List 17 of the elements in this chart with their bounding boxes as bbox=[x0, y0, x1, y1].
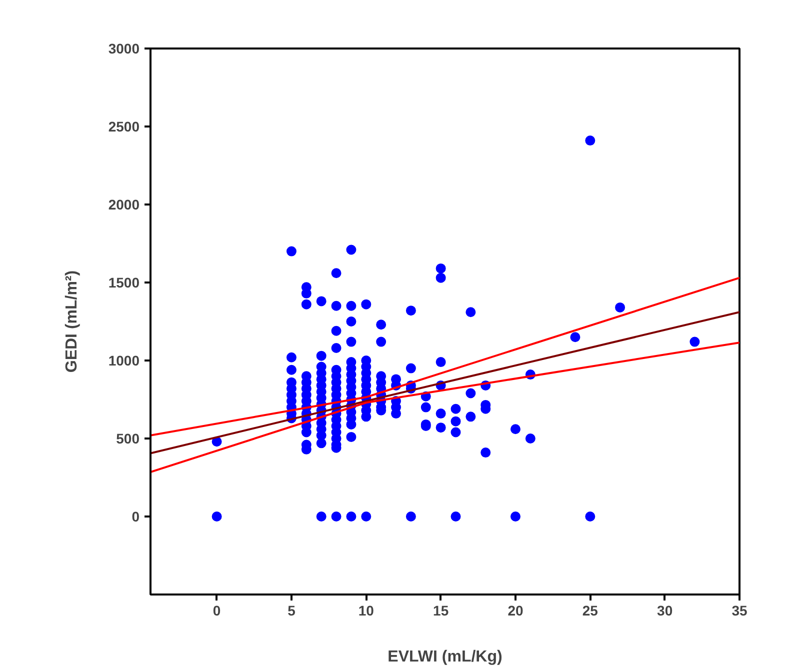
y-tick-label: 3000 bbox=[108, 40, 140, 56]
x-tick-label: 35 bbox=[732, 602, 748, 618]
y-tick-label: 2000 bbox=[108, 196, 140, 212]
y-axis-title: GEDI (mL/m²) bbox=[63, 270, 80, 373]
y-tick-label: 1500 bbox=[108, 274, 140, 290]
y-tick-label: 2500 bbox=[108, 118, 140, 134]
x-tick-label: 5 bbox=[288, 602, 296, 618]
x-tick-label: 15 bbox=[433, 602, 449, 618]
y-tick-label: 500 bbox=[116, 430, 140, 446]
y-tick-label: 1000 bbox=[108, 352, 140, 368]
y-tick-label: 0 bbox=[132, 508, 140, 524]
x-tick-label: 10 bbox=[358, 602, 374, 618]
x-tick-label: 25 bbox=[582, 602, 598, 618]
x-tick-label: 30 bbox=[657, 602, 673, 618]
x-axis-title: EVLWI (mL/Kg) bbox=[388, 648, 502, 666]
x-tick-label: 20 bbox=[508, 602, 524, 618]
x-tick-label: 0 bbox=[212, 602, 221, 618]
